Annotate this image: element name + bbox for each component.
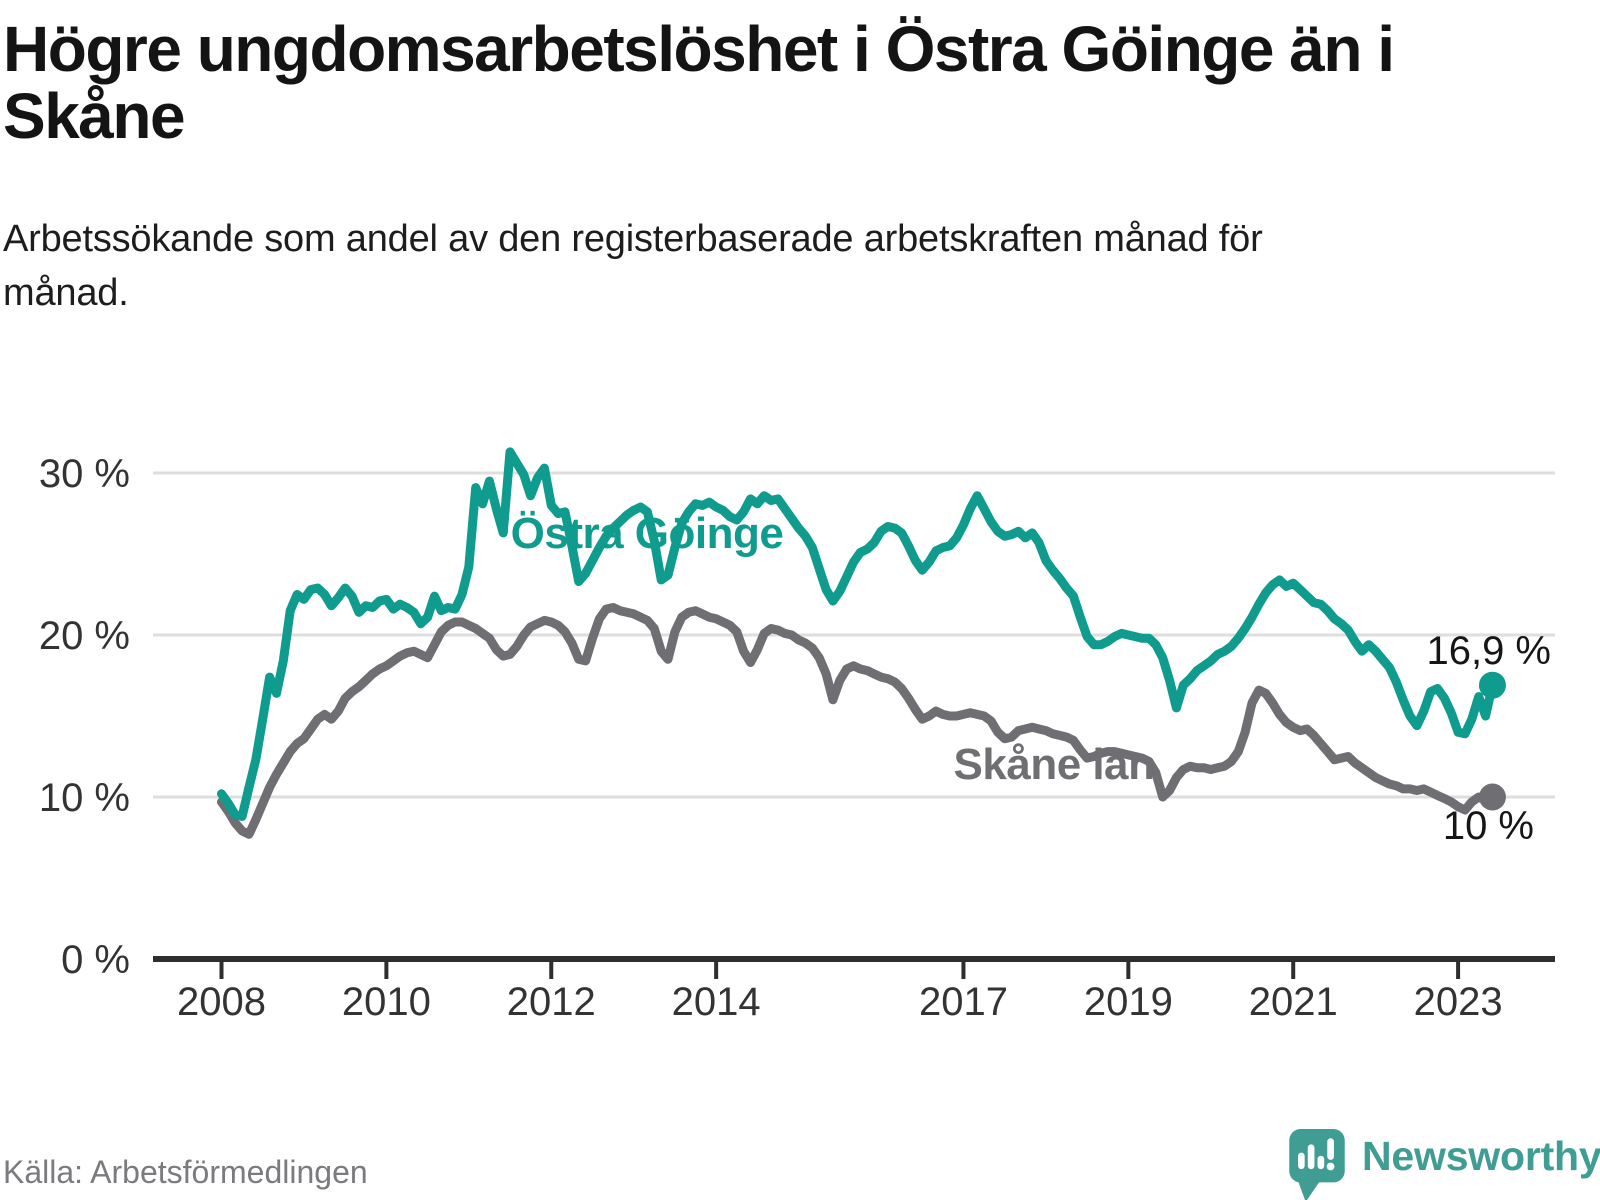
newsworthy-logo-icon <box>1289 1129 1345 1200</box>
source-note: Källa: Arbetsförmedlingen <box>3 1154 368 1190</box>
svg-text:2021: 2021 <box>1249 980 1338 1024</box>
end-dot-skane-lan <box>1478 783 1506 811</box>
x-axis: 2008 2010 2012 2014 2017 2019 2021 2023 <box>153 956 1555 1024</box>
svg-text:2012: 2012 <box>507 980 596 1024</box>
series-line-ostra-goinge <box>217 447 1497 821</box>
svg-text:2017: 2017 <box>919 980 1008 1024</box>
series-label-skane-lan: Skåne län <box>954 740 1155 789</box>
end-dot-ostra-goinge <box>1478 671 1506 699</box>
svg-text:2014: 2014 <box>672 980 761 1024</box>
end-value-skane-lan: 10 % <box>1443 804 1534 848</box>
svg-text:2019: 2019 <box>1084 980 1173 1024</box>
svg-text:2023: 2023 <box>1414 980 1503 1024</box>
y-axis-labels: 0 % 10 % 20 % 30 % <box>39 452 130 982</box>
svg-text:2008: 2008 <box>177 980 266 1024</box>
svg-text:30 %: 30 % <box>39 452 130 496</box>
svg-text:10 %: 10 % <box>39 776 130 820</box>
svg-text:0 %: 0 % <box>61 938 130 982</box>
series-label-ostra-goinge: Östra Göinge <box>511 509 784 558</box>
page-subtitle: Arbetssökande som andel av den registerb… <box>3 218 1263 314</box>
svg-text:20 %: 20 % <box>39 614 130 658</box>
newsworthy-brand: Newsworthy <box>1286 1128 1600 1200</box>
svg-text:2010: 2010 <box>342 980 431 1024</box>
series-line-skane-lan <box>217 603 1497 839</box>
gridlines <box>153 471 1555 799</box>
newsworthy-wordmark: Newsworthy <box>1362 1133 1600 1179</box>
page-title: Högre ungdomsarbetslöshet i Östra Göinge… <box>3 13 1395 152</box>
end-value-ostra-goinge: 16,9 % <box>1426 629 1551 673</box>
series-lines <box>217 447 1506 839</box>
